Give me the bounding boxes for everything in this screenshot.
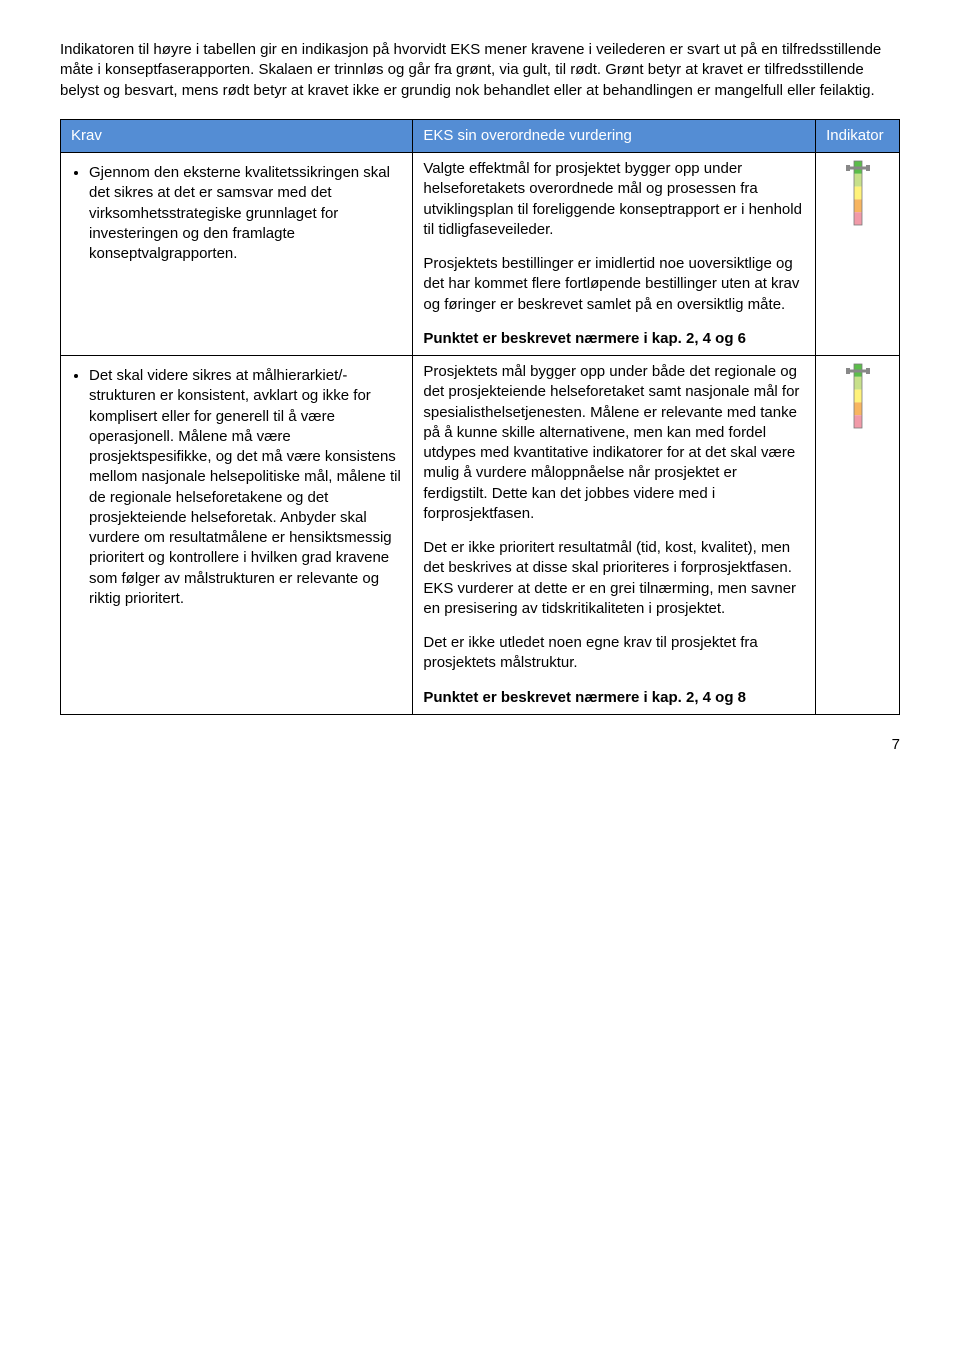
punkt-reference: Punktet er beskrevet nærmere i kap. 2, 4… [423,688,805,708]
vurdering-paragraph: Prosjektets bestillinger er imidlertid n… [423,254,805,315]
header-vurdering: EKS sin overordnede vurdering [413,119,816,152]
table-row: Gjennom den eksterne kvalitetssikringen … [61,153,900,356]
header-indikator: Indikator [816,119,900,152]
vurdering-paragraph: Prosjektets mål bygger opp under både de… [423,362,805,524]
page-number: 7 [60,735,900,755]
indicator-gauge-icon [844,362,872,430]
vurdering-paragraph: Valgte effektmål for prosjektet bygger o… [423,159,805,240]
table-row: Det skal videre sikres at målhierarkiet/… [61,356,900,715]
indicator-gauge-icon [844,159,872,227]
vurdering-paragraph: Det er ikke prioritert resultatmål (tid,… [423,538,805,619]
krav-bullet: Gjennom den eksterne kvalitetssikringen … [89,163,402,264]
assessment-table: Krav EKS sin overordnede vurdering Indik… [60,119,900,715]
header-krav: Krav [61,119,413,152]
intro-paragraph: Indikatoren til høyre i tabellen gir en … [60,40,900,101]
krav-bullet: Det skal videre sikres at målhierarkiet/… [89,366,402,609]
vurdering-paragraph: Det er ikke utledet noen egne krav til p… [423,633,805,674]
punkt-reference: Punktet er beskrevet nærmere i kap. 2, 4… [423,329,805,349]
